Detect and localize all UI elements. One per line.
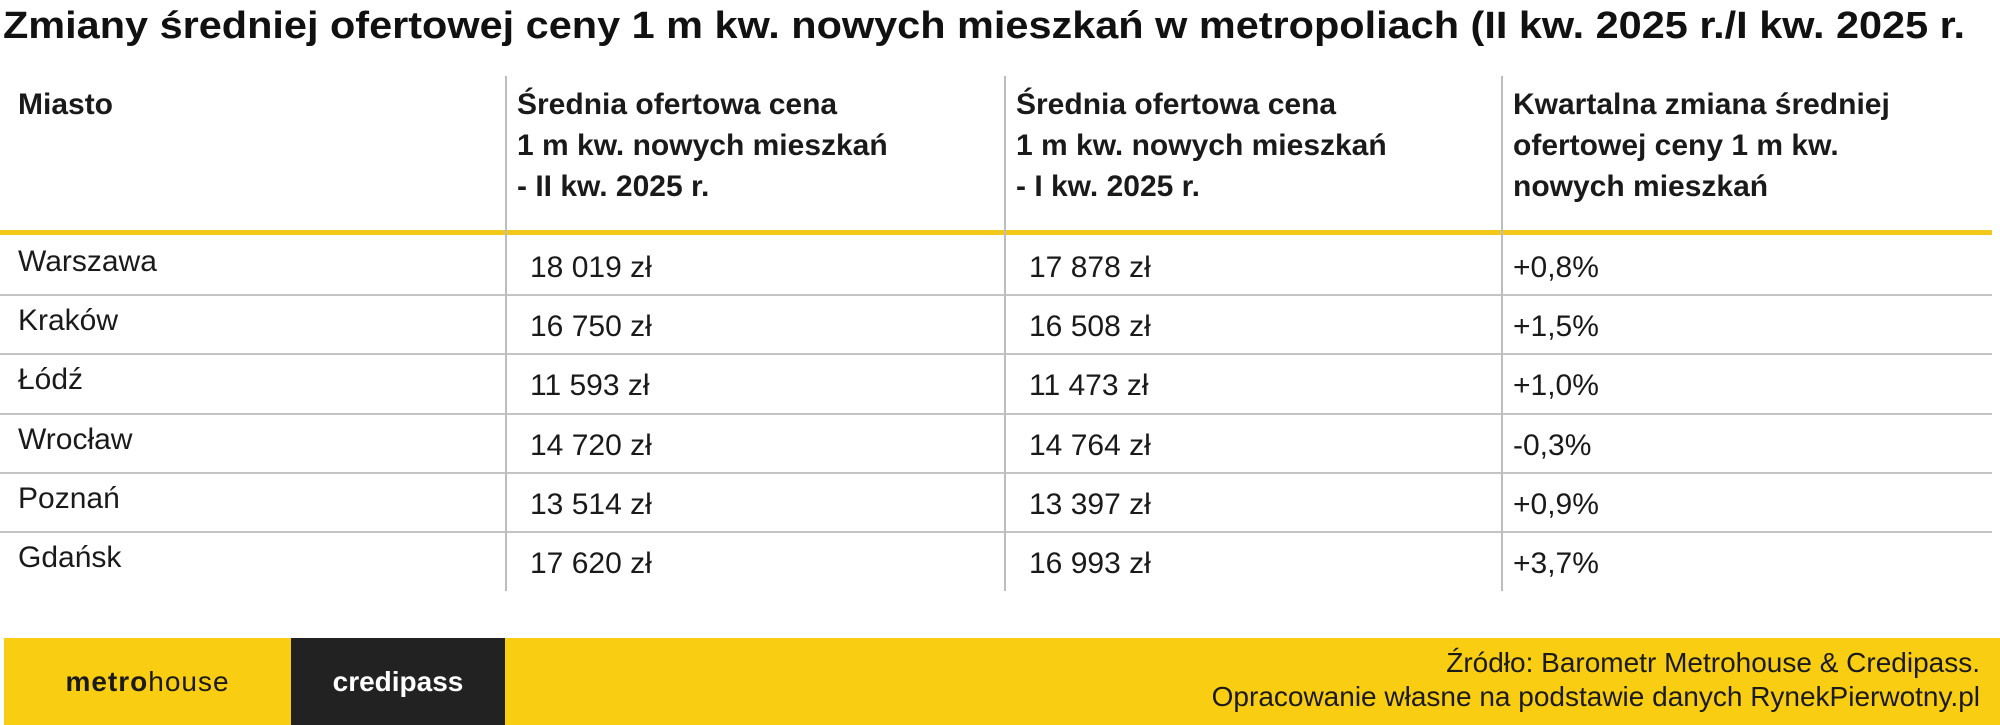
row-divider xyxy=(0,412,1992,415)
cell-text: 16 993 zł xyxy=(1029,547,1151,580)
column-divider xyxy=(1004,76,1006,592)
cell-text: 17 878 zł xyxy=(1029,251,1151,284)
cell-text: 11 473 zł xyxy=(1029,369,1149,403)
logo-part: house xyxy=(148,665,230,697)
cell-text: 13 397 zł xyxy=(1029,487,1151,521)
title-area: Zmiany średniej ofertowej ceny 1 m kw. n… xyxy=(3,5,1965,47)
header-text: Kwartalna zmiana średniej xyxy=(1513,88,1890,121)
cell-text: +3,7% xyxy=(1513,547,1599,580)
cell-text: 14 764 zł xyxy=(1029,428,1151,462)
cell-text: Łódź xyxy=(18,363,84,397)
cell-text: +0,9% xyxy=(1513,487,1599,521)
cell-text: +1,0% xyxy=(1513,369,1599,403)
footer: metro house credipass Źródło: Barometr Me… xyxy=(4,638,2000,725)
row-divider xyxy=(0,471,1992,474)
logo-part: metro xyxy=(65,665,149,697)
title: Zmiany średniej ofertowej ceny 1 m kw. n… xyxy=(3,5,1965,47)
row-divider xyxy=(0,294,1992,297)
cell-text: Wrocław xyxy=(18,422,133,456)
logo-metrohouse: metro house xyxy=(4,638,291,725)
row-divider xyxy=(0,531,1992,533)
header-text: 1 m kw. nowych mieszkań xyxy=(517,129,888,162)
row-divider xyxy=(0,353,1992,356)
column-divider xyxy=(1501,76,1503,592)
cell-text: 16 508 zł xyxy=(1029,310,1151,344)
logo-credipass: credipass xyxy=(291,638,505,725)
header-text: Średnia ofertowa cena xyxy=(1016,88,1337,121)
cell-text: -0,3% xyxy=(1513,428,1592,462)
header-text: Średnia ofertowa cena xyxy=(517,88,838,121)
cell-text: 11 593 zł xyxy=(530,369,650,403)
source-line: Opracowanie własne na podstawie danych R… xyxy=(1211,681,1980,712)
header-text: ofertowej ceny 1 m kw. xyxy=(1513,129,1839,162)
cell-text: 13 514 zł xyxy=(530,487,652,521)
cell-text: Gdańsk xyxy=(18,541,122,574)
cell-text: Warszawa xyxy=(18,245,157,278)
source-line: Źródło: Barometr Metrohouse & Credipass. xyxy=(1446,647,1980,678)
cell-text: Poznań xyxy=(18,481,120,515)
header-text: nowych mieszkań xyxy=(1513,170,1769,203)
cell-text: 16 750 zł xyxy=(530,310,652,344)
header-rule xyxy=(0,230,1992,235)
source: Źródło: Barometr Metrohouse & Credipass.… xyxy=(1212,646,1980,714)
header-text: Miasto xyxy=(18,88,114,121)
column-divider xyxy=(505,76,507,592)
cell-text: +1,5% xyxy=(1513,310,1599,344)
cell-text: +0,8% xyxy=(1513,251,1599,284)
cell-text: Kraków xyxy=(18,304,119,338)
cell-text: 18 019 zł xyxy=(530,251,652,284)
cell-text: 17 620 zł xyxy=(530,547,652,580)
header-text: 1 m kw. nowych mieszkań xyxy=(1016,129,1387,162)
header-text: - II kw. 2025 r. xyxy=(517,170,710,203)
cell-text: 14 720 zł xyxy=(530,428,652,462)
header-text: - I kw. 2025 r. xyxy=(1016,170,1200,203)
